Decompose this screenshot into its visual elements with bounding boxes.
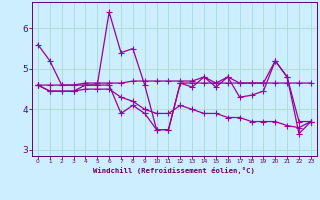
- X-axis label: Windchill (Refroidissement éolien,°C): Windchill (Refroidissement éolien,°C): [93, 167, 255, 174]
